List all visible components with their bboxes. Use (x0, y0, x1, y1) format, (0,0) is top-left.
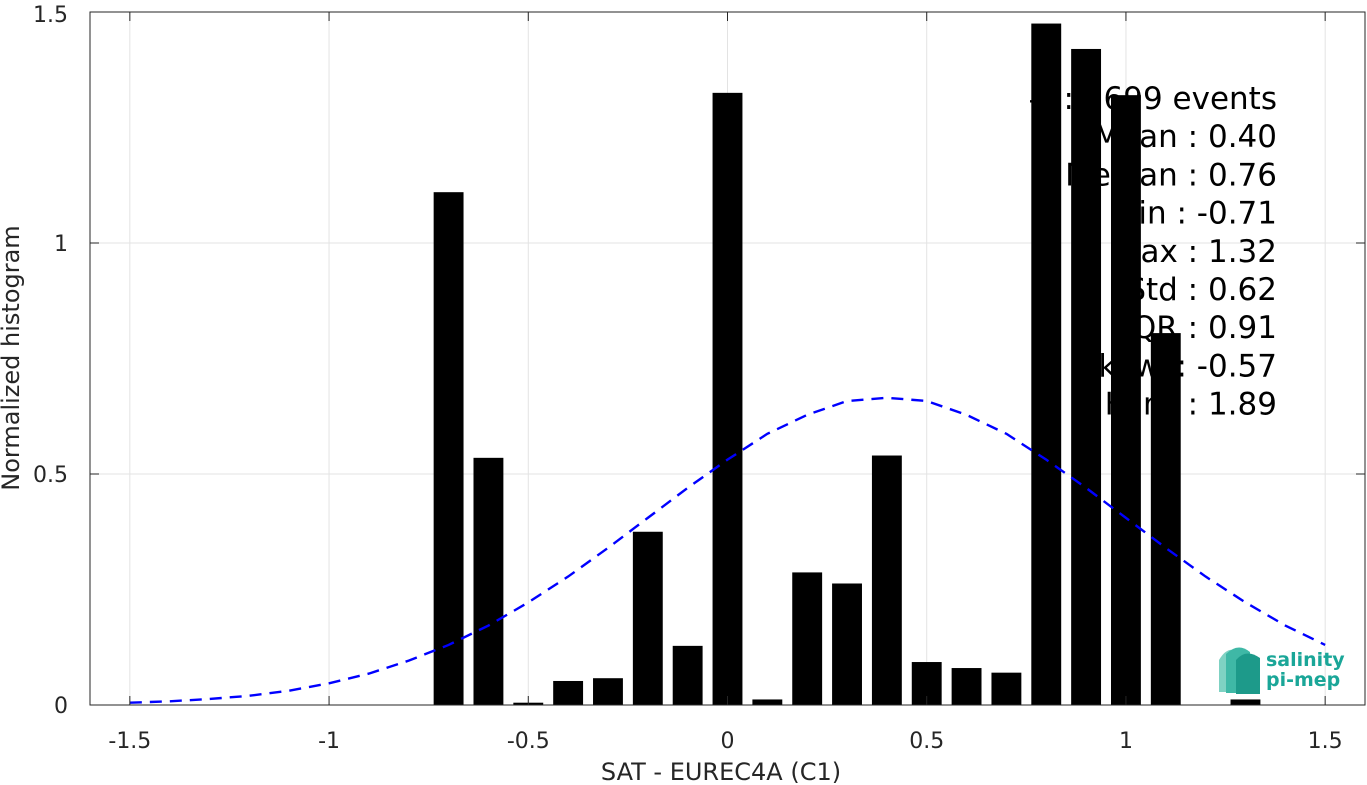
histogram-bar (632, 531, 663, 705)
y-tick-label: 1 (54, 232, 68, 257)
histogram-bar (712, 92, 743, 706)
x-tick-label: 0 (721, 729, 735, 754)
histogram-bar (593, 678, 623, 705)
x-tick-labels: -1.5 -1 -0.5 0 0.5 1 1.5 (108, 729, 1342, 754)
logo-wave-icon (1219, 647, 1260, 694)
stats-line: Skew. : -0.57 (1079, 348, 1277, 384)
stats-line: # : 1699 events (1028, 81, 1277, 117)
histogram-bar (553, 680, 584, 705)
histogram-bar (1031, 23, 1062, 706)
histogram-bar (672, 645, 703, 705)
x-tick-label: 0.5 (909, 729, 944, 754)
axis-ticks (90, 11, 1365, 706)
x-tick-label: 1 (1119, 729, 1133, 754)
stats-line: Mean : 0.40 (1093, 119, 1277, 155)
y-tick-label: 1.5 (33, 3, 68, 28)
logo-text-pi-mep: pi-mep (1266, 669, 1340, 691)
logo-text-salinity: salinity (1266, 649, 1345, 671)
x-tick-label: -1 (318, 729, 340, 754)
stats-line: Max : 1.32 (1114, 234, 1277, 270)
y-tick-labels: 0 0.5 1 1.5 (33, 3, 68, 719)
histogram-bar (1150, 333, 1181, 705)
gaussian-fit-curve (129, 396, 1326, 704)
histogram-bar (752, 699, 783, 705)
stats-line: Std : 0.62 (1126, 272, 1277, 308)
stats-line: Kurt. : 1.89 (1105, 387, 1277, 423)
stats-line: Median : 0.76 (1065, 157, 1277, 193)
stats-line: Min : -0.71 (1112, 196, 1277, 232)
x-tick-label: -0.5 (507, 729, 550, 754)
histogram-bar (1110, 95, 1141, 705)
histogram-bar (951, 668, 982, 705)
x-axis-label: SAT - EUREC4A (C1) (601, 758, 841, 785)
stats-line: IQR : 0.91 (1123, 310, 1277, 346)
y-axis-label: Normalized histogram (0, 225, 25, 490)
y-tick-label: 0.5 (33, 463, 68, 488)
histogram-bar (1230, 699, 1261, 705)
histogram-bars (433, 23, 1261, 706)
histogram-bar (832, 583, 862, 705)
histogram-bar (433, 192, 464, 705)
x-tick-label: 1.5 (1308, 729, 1343, 754)
salinity-pi-mep-logo: salinity pi-mep (1219, 647, 1345, 694)
histogram-bar (991, 672, 1022, 705)
histogram-bar (1071, 48, 1102, 705)
x-tick-label: -1.5 (108, 729, 151, 754)
histogram-bar (792, 572, 823, 705)
y-tick-label: 0 (54, 694, 68, 719)
histogram-bar (871, 455, 902, 705)
histogram-bar (473, 457, 504, 705)
